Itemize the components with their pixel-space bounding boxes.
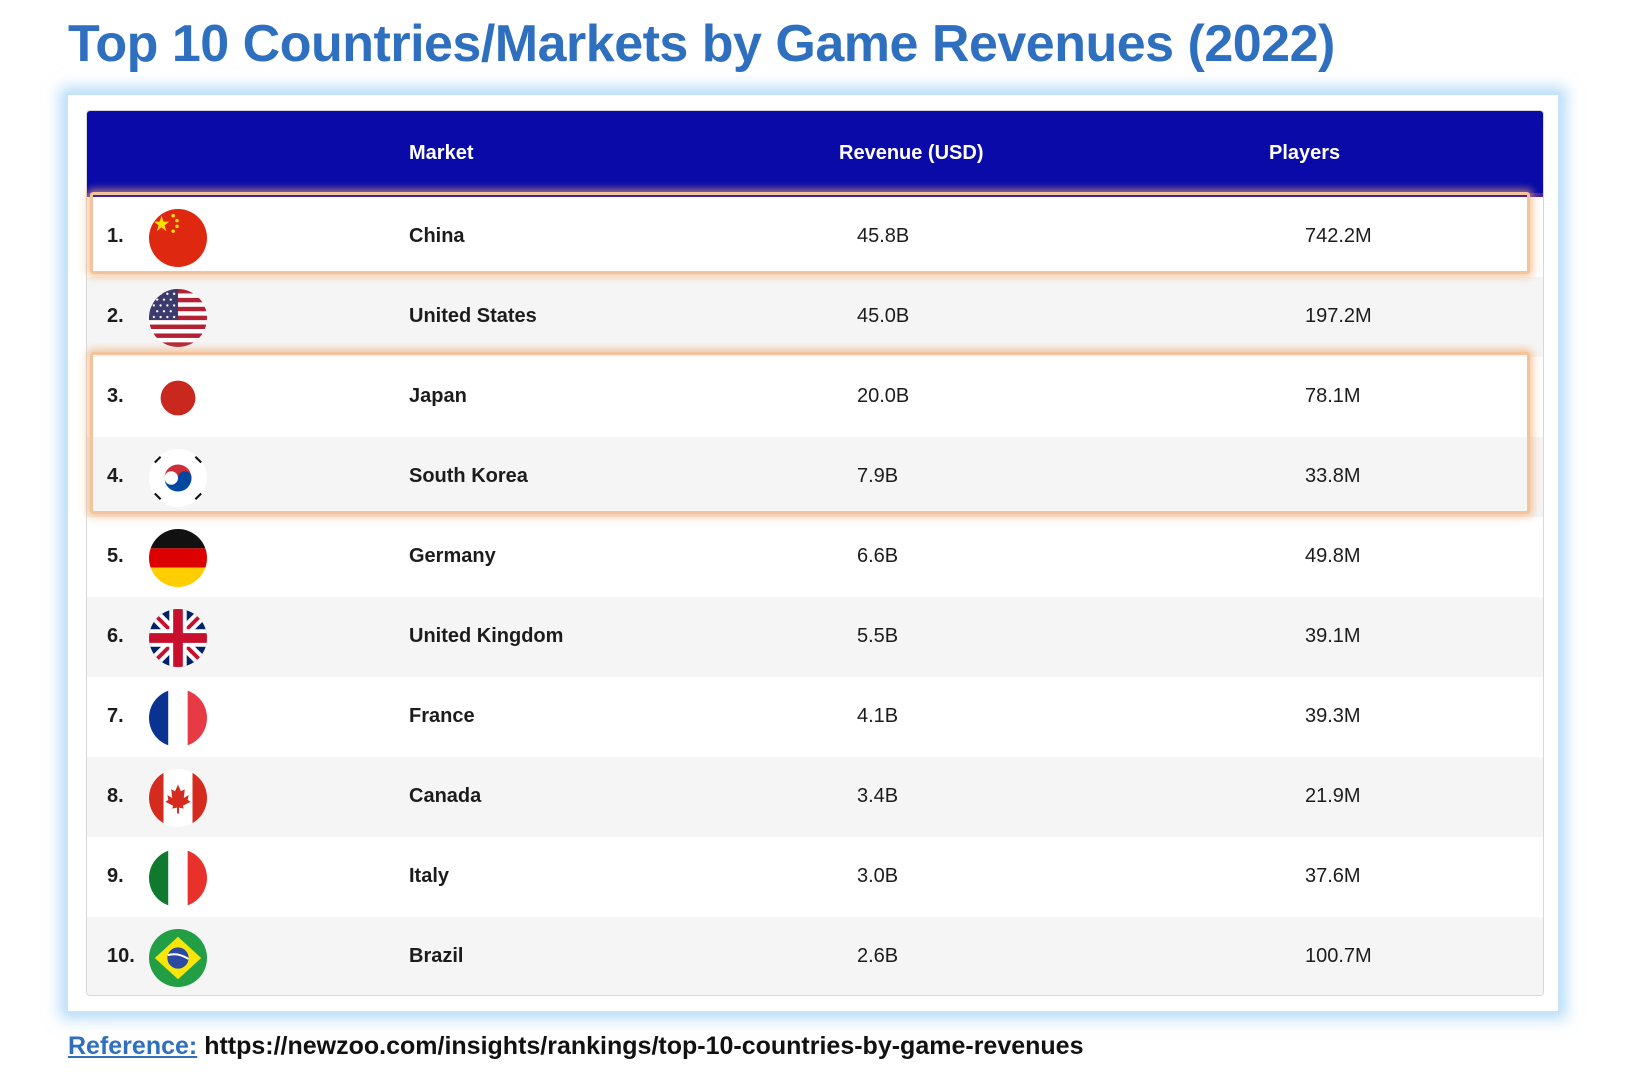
market-cell: Japan xyxy=(409,385,467,407)
players-cell: 49.8M xyxy=(1305,545,1361,567)
players-cell: 37.6M xyxy=(1305,865,1361,887)
rank-cell: 4. xyxy=(107,465,124,487)
revenue-cell: 5.5B xyxy=(857,625,899,647)
germany-flag-icon xyxy=(149,529,207,587)
table-row: 4. South Korea 7.9B 33.8M xyxy=(87,437,1543,517)
market-cell: Germany xyxy=(409,545,496,567)
canada-flag-icon xyxy=(149,769,207,827)
market-cell: United States xyxy=(409,305,537,327)
rank-cell: 2. xyxy=(107,305,124,327)
market-cell: South Korea xyxy=(409,465,528,487)
players-cell: 39.1M xyxy=(1305,625,1361,647)
revenue-cell: 4.1B xyxy=(857,705,899,727)
revenue-cell: 2.6B xyxy=(857,945,899,967)
table-header: Market Revenue (USD) Players xyxy=(87,111,1543,197)
page-title: Top 10 Countries/Markets by Game Revenue… xyxy=(68,15,1335,73)
united-kingdom-flag-icon xyxy=(149,609,207,667)
players-cell: 21.9M xyxy=(1305,785,1361,807)
reference-label: Reference: xyxy=(68,1032,198,1060)
reference-line: Reference: https://newzoo.com/insights/r… xyxy=(68,1032,1083,1061)
revenue-cell: 20.0B xyxy=(857,385,910,407)
table-row: 1. China 45.8B 742.2M xyxy=(87,197,1543,277)
revenue-cell: 6.6B xyxy=(857,545,899,567)
revenue-cell: 7.9B xyxy=(857,465,899,487)
rank-cell: 7. xyxy=(107,705,124,727)
header-players: Players xyxy=(1269,142,1341,164)
market-cell: Brazil xyxy=(409,945,464,967)
market-cell: Canada xyxy=(409,785,482,807)
south-korea-flag-icon xyxy=(149,449,207,507)
market-cell: United Kingdom xyxy=(409,625,564,647)
rank-cell: 9. xyxy=(107,865,124,887)
header-market: Market xyxy=(409,142,474,164)
table-row: 8. Canada 3.4B 21.9M xyxy=(87,757,1543,837)
reference-url[interactable]: https://newzoo.com/insights/rankings/top… xyxy=(204,1032,1084,1060)
table-row: 7. France 4.1B 39.3M xyxy=(87,677,1543,757)
players-cell: 39.3M xyxy=(1305,705,1361,727)
table-row: 5. Germany 6.6B 49.8M xyxy=(87,517,1543,597)
revenue-cell: 3.0B xyxy=(857,865,899,887)
players-cell: 100.7M xyxy=(1305,945,1372,967)
players-cell: 197.2M xyxy=(1305,305,1372,327)
table-row: 2. United States 45.0B 197.2M xyxy=(87,277,1543,357)
market-cell: China xyxy=(409,225,465,247)
header-revenue: Revenue (USD) xyxy=(839,142,984,164)
rankings-table: Market Revenue (USD) Players 1. China 45… xyxy=(86,110,1544,996)
revenue-cell: 45.0B xyxy=(857,305,910,327)
united-states-flag-icon xyxy=(149,289,207,347)
brazil-flag-icon xyxy=(149,929,207,987)
china-flag-icon xyxy=(149,209,207,267)
rank-cell: 5. xyxy=(107,545,124,567)
japan-flag-icon xyxy=(149,369,207,427)
france-flag-icon xyxy=(149,689,207,747)
rank-cell: 10. xyxy=(107,945,135,967)
rank-cell: 3. xyxy=(107,385,124,407)
market-cell: Italy xyxy=(409,865,450,887)
table-row: 3. Japan 20.0B 78.1M xyxy=(87,357,1543,437)
rank-cell: 1. xyxy=(107,225,124,247)
rank-cell: 6. xyxy=(107,625,124,647)
players-cell: 742.2M xyxy=(1305,225,1372,247)
italy-flag-icon xyxy=(149,849,207,907)
players-cell: 78.1M xyxy=(1305,385,1361,407)
table-row: 10. Brazil 2.6B 100.7M xyxy=(87,917,1543,995)
revenue-cell: 45.8B xyxy=(857,225,910,247)
table-row: 9. Italy 3.0B 37.6M xyxy=(87,837,1543,917)
table-row: 6. United Kingdom 5.5B 39.1M xyxy=(87,597,1543,677)
revenue-cell: 3.4B xyxy=(857,785,899,807)
market-cell: France xyxy=(409,705,475,727)
rank-cell: 8. xyxy=(107,785,124,807)
players-cell: 33.8M xyxy=(1305,465,1361,487)
